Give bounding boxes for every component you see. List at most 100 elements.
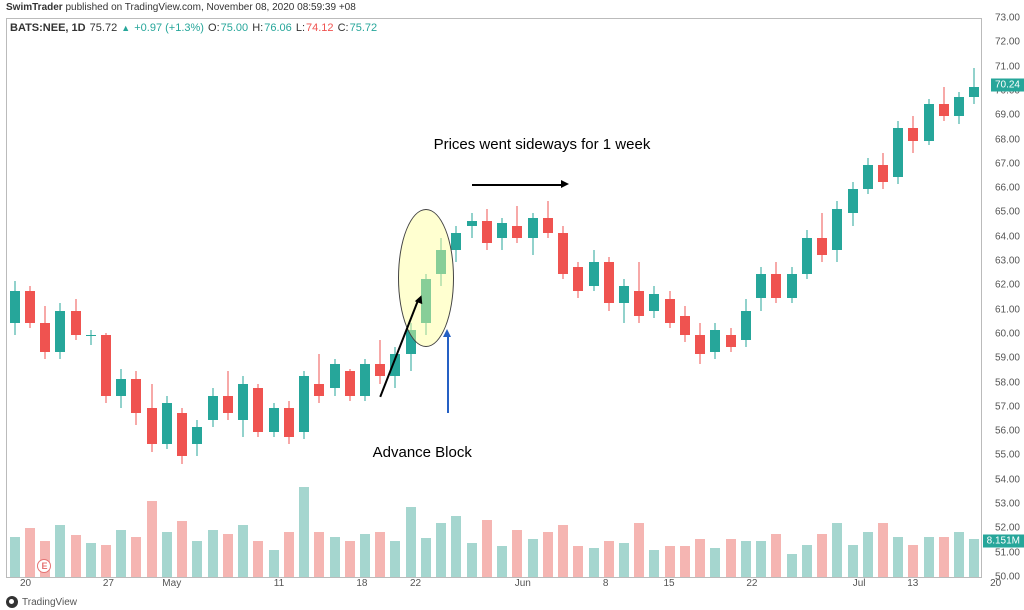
candle[interactable] [238, 19, 248, 578]
candle[interactable] [710, 19, 720, 578]
y-tick: 61.00 [995, 304, 1020, 315]
candle[interactable] [467, 19, 477, 578]
candle[interactable] [848, 19, 858, 578]
y-tick: 63.00 [995, 256, 1020, 267]
volume-bar [86, 543, 96, 577]
candle[interactable] [680, 19, 690, 578]
candle[interactable] [969, 19, 979, 578]
candle[interactable] [863, 19, 873, 578]
y-tick: 62.00 [995, 280, 1020, 291]
candle[interactable] [649, 19, 659, 578]
candle[interactable] [771, 19, 781, 578]
volume-bar [101, 545, 111, 577]
candle[interactable] [162, 19, 172, 578]
volume-bar [634, 523, 644, 577]
candle[interactable] [375, 19, 385, 578]
candle[interactable] [177, 19, 187, 578]
candle[interactable] [71, 19, 81, 578]
candle[interactable] [192, 19, 202, 578]
volume-bar [467, 543, 477, 577]
candle[interactable] [269, 19, 279, 578]
y-tick: 60.00 [995, 328, 1020, 339]
volume-bar [208, 530, 218, 577]
candle[interactable] [101, 19, 111, 578]
ticker-info: BATS:NEE, 1D 75.72 ▲ +0.97 (+1.3%) O:75.… [10, 22, 378, 34]
candle[interactable] [284, 19, 294, 578]
candle[interactable] [253, 19, 263, 578]
volume-bar [192, 541, 202, 577]
volume-bar [756, 541, 766, 577]
volume-bar [817, 534, 827, 577]
candle[interactable] [497, 19, 507, 578]
candle[interactable] [528, 19, 538, 578]
y-tick: 56.00 [995, 426, 1020, 437]
annotation-sideways: Prices went sideways for 1 week [434, 136, 651, 153]
volume-bar [284, 532, 294, 577]
candle[interactable] [756, 19, 766, 578]
candle[interactable] [924, 19, 934, 578]
candle[interactable] [208, 19, 218, 578]
y-tick: 51.00 [995, 547, 1020, 558]
volume-bar [451, 516, 461, 577]
candle[interactable] [908, 19, 918, 578]
candle[interactable] [451, 19, 461, 578]
volume-bar [543, 532, 553, 577]
candle[interactable] [817, 19, 827, 578]
candle[interactable] [40, 19, 50, 578]
candle[interactable] [573, 19, 583, 578]
volume-bar [939, 537, 949, 578]
candle[interactable] [330, 19, 340, 578]
candle[interactable] [131, 19, 141, 578]
last-price-tag: 70.24 [991, 79, 1024, 92]
y-axis: 50.0051.0052.0053.0054.0055.0056.0057.00… [982, 18, 1024, 578]
candle[interactable] [345, 19, 355, 578]
volume-bar [436, 523, 446, 577]
chart-frame: Prices went sideways for 1 weekAdvance B… [6, 18, 982, 578]
x-tick: 20 [990, 578, 1001, 589]
candle[interactable] [787, 19, 797, 578]
volume-bar [619, 543, 629, 577]
candle[interactable] [25, 19, 35, 578]
candle[interactable] [741, 19, 751, 578]
ticker-change: +0.97 (+1.3%) [134, 22, 204, 34]
candle[interactable] [802, 19, 812, 578]
candle[interactable] [893, 19, 903, 578]
y-tick: 54.00 [995, 474, 1020, 485]
volume-bar [893, 537, 903, 577]
candle[interactable] [619, 19, 629, 578]
candle[interactable] [116, 19, 126, 578]
arrow-head-icon [561, 180, 569, 188]
candle[interactable] [512, 19, 522, 578]
candle[interactable] [878, 19, 888, 578]
candle[interactable] [832, 19, 842, 578]
candle[interactable] [360, 19, 370, 578]
candle[interactable] [314, 19, 324, 578]
candle[interactable] [147, 19, 157, 578]
y-tick: 65.00 [995, 207, 1020, 218]
volume-bar [528, 539, 538, 577]
x-tick: 13 [907, 578, 918, 589]
candle[interactable] [558, 19, 568, 578]
volume-bar [345, 541, 355, 577]
x-tick: Jun [515, 578, 531, 589]
candle[interactable] [86, 19, 96, 578]
candle[interactable] [939, 19, 949, 578]
x-tick: 20 [20, 578, 31, 589]
candle[interactable] [10, 19, 20, 578]
plot-area[interactable]: Prices went sideways for 1 weekAdvance B… [7, 19, 981, 577]
candle[interactable] [543, 19, 553, 578]
candle[interactable] [223, 19, 233, 578]
candle[interactable] [634, 19, 644, 578]
candle[interactable] [589, 19, 599, 578]
volume-bar [177, 521, 187, 577]
publish-header: SwimTrader published on TradingView.com,… [0, 0, 1024, 15]
candle[interactable] [954, 19, 964, 578]
volume-bar [406, 507, 416, 577]
candle[interactable] [482, 19, 492, 578]
y-tick: 57.00 [995, 401, 1020, 412]
candle[interactable] [726, 19, 736, 578]
candle[interactable] [665, 19, 675, 578]
candle[interactable] [695, 19, 705, 578]
candle[interactable] [55, 19, 65, 578]
candle[interactable] [604, 19, 614, 578]
